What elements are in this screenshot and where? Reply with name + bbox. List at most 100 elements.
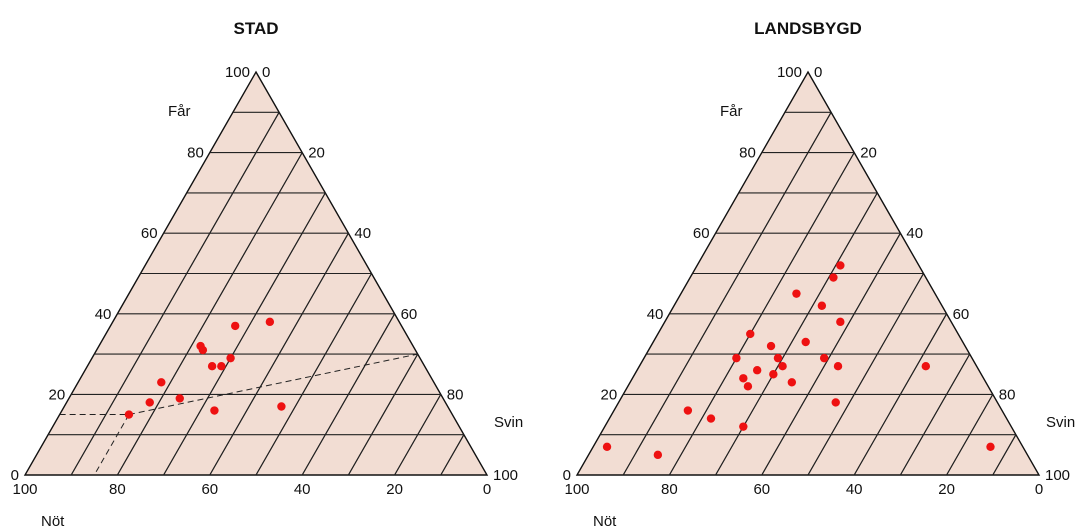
data-point bbox=[739, 422, 748, 431]
grid-line-not bbox=[163, 192, 326, 476]
tick-label-svin: 20 bbox=[308, 145, 325, 162]
grid-line-not bbox=[761, 232, 901, 476]
data-point bbox=[801, 337, 810, 347]
tick-label-svin: 100 bbox=[1045, 467, 1070, 484]
data-point bbox=[746, 329, 755, 339]
grid-line-svin bbox=[394, 394, 442, 476]
data-point bbox=[265, 317, 275, 327]
data-point bbox=[732, 353, 741, 363]
ternary-chart-landsbygd: LANDSBYGD Får Svin Nöt 100 80 60 40 20 0 0 20 40… bbox=[563, 19, 1076, 530]
data-point bbox=[836, 317, 845, 327]
data-point bbox=[986, 442, 995, 451]
tick-label-far: 80 bbox=[739, 145, 756, 162]
tick-label-svin: 0 bbox=[262, 64, 270, 81]
grid-line-not bbox=[668, 152, 855, 476]
tick-label-far: 40 bbox=[95, 306, 112, 323]
tick-label-not: 40 bbox=[846, 481, 863, 498]
data-point bbox=[833, 361, 843, 371]
chart-title: STAD bbox=[233, 19, 278, 38]
data-point bbox=[766, 341, 776, 351]
tick-label-far: 80 bbox=[187, 145, 204, 162]
top-axis-label: Får bbox=[168, 103, 191, 120]
data-point bbox=[831, 398, 840, 407]
grid-line-not bbox=[116, 152, 303, 476]
tick-label-far: 100 bbox=[777, 64, 802, 81]
top-axis-label: Får bbox=[720, 103, 743, 120]
grid-line-svin bbox=[992, 434, 1017, 476]
grid-line-not bbox=[70, 112, 280, 476]
tick-label-svin: 0 bbox=[814, 64, 822, 81]
chart-title: LANDSBYGD bbox=[754, 19, 862, 38]
right-axis-label: Svin bbox=[1046, 414, 1075, 431]
data-point bbox=[175, 394, 184, 403]
tick-label-svin: 60 bbox=[401, 306, 418, 323]
data-point bbox=[773, 353, 783, 363]
data-point bbox=[817, 301, 827, 310]
right-axis-label: Svin bbox=[494, 414, 523, 431]
tick-label-far: 0 bbox=[563, 467, 571, 484]
data-point bbox=[739, 374, 748, 383]
guide-line-svin bbox=[93, 414, 130, 476]
tick-label-not: 80 bbox=[661, 481, 678, 498]
data-point bbox=[819, 353, 829, 363]
data-point bbox=[157, 378, 166, 387]
tick-label-svin: 20 bbox=[860, 145, 877, 162]
data-point bbox=[226, 353, 235, 363]
data-point bbox=[921, 361, 931, 371]
tick-label-not: 0 bbox=[483, 481, 491, 498]
data-point bbox=[210, 406, 219, 415]
tick-label-not: 0 bbox=[1035, 481, 1043, 498]
data-point bbox=[787, 378, 797, 387]
tick-label-svin: 60 bbox=[953, 306, 970, 323]
bottom-axis-label: Nöt bbox=[41, 513, 65, 530]
grid-line-svin bbox=[853, 313, 948, 476]
tick-label-far: 20 bbox=[49, 386, 66, 403]
data-point bbox=[792, 289, 801, 298]
tick-label-svin: 40 bbox=[354, 225, 371, 242]
guide-line-not bbox=[128, 353, 418, 416]
data-point bbox=[752, 366, 762, 375]
tick-label-not: 100 bbox=[564, 481, 589, 498]
tick-label-far: 60 bbox=[693, 225, 710, 242]
tick-label-svin: 80 bbox=[447, 386, 464, 403]
data-point bbox=[778, 361, 787, 371]
bottom-axis-label: Nöt bbox=[593, 513, 617, 530]
data-point bbox=[683, 406, 693, 415]
tick-label-far: 60 bbox=[141, 225, 158, 242]
grid-line-svin bbox=[440, 434, 465, 476]
tick-label-not: 60 bbox=[201, 481, 218, 498]
data-point bbox=[124, 410, 134, 419]
tick-label-far: 20 bbox=[601, 386, 618, 403]
data-point bbox=[198, 345, 208, 355]
grid-line-not bbox=[807, 273, 924, 476]
data-point bbox=[207, 361, 217, 371]
data-point bbox=[277, 402, 286, 411]
data-point bbox=[829, 273, 838, 282]
tick-label-svin: 100 bbox=[493, 467, 518, 484]
grid-line-svin bbox=[301, 313, 396, 476]
data-point bbox=[769, 370, 778, 379]
data-point bbox=[145, 398, 154, 407]
tick-label-svin: 40 bbox=[906, 225, 923, 242]
grid-line-svin bbox=[347, 353, 419, 476]
tick-label-not: 80 bbox=[109, 481, 126, 498]
data-point bbox=[602, 442, 612, 451]
tick-label-far: 100 bbox=[225, 64, 250, 81]
ternary-chart-stad: STAD Får Svin Nöt 100 80 60 40 20 0 0 20 40 60 80 1… bbox=[11, 19, 524, 530]
grid-line-not bbox=[255, 273, 372, 476]
data-point bbox=[653, 450, 663, 460]
grid-line-svin bbox=[899, 353, 971, 476]
data-point bbox=[231, 321, 240, 331]
data-point bbox=[217, 361, 226, 371]
tick-label-not: 60 bbox=[753, 481, 770, 498]
data-point bbox=[743, 382, 753, 391]
tick-label-far: 0 bbox=[11, 467, 19, 484]
tick-label-svin: 80 bbox=[999, 386, 1016, 403]
data-point bbox=[836, 261, 845, 270]
tick-label-not: 100 bbox=[12, 481, 37, 498]
grid-line-svin bbox=[946, 394, 994, 476]
tick-label-far: 40 bbox=[647, 306, 664, 323]
tick-label-not: 40 bbox=[294, 481, 311, 498]
tick-label-not: 20 bbox=[938, 481, 955, 498]
